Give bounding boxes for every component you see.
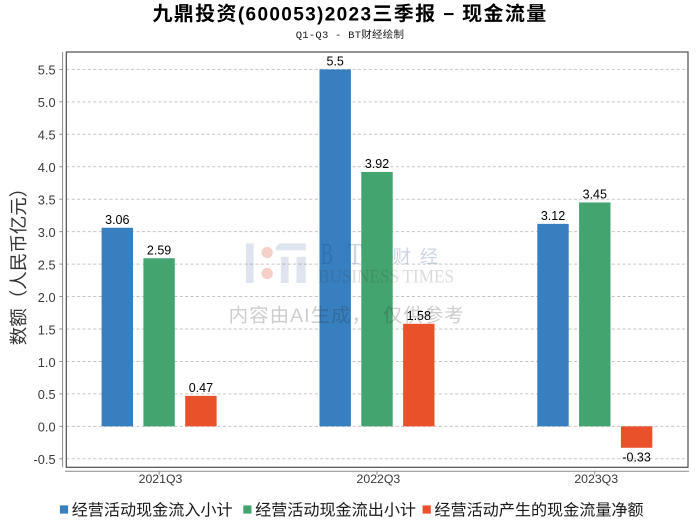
svg-text:经: 经 bbox=[420, 243, 439, 269]
svg-text:2023Q3: 2023Q3 bbox=[574, 472, 618, 486]
svg-text:九鼎投资(600053)2023三季报 − 现金流量: 九鼎投资(600053)2023三季报 − 现金流量 bbox=[152, 3, 547, 26]
svg-text:1.0: 1.0 bbox=[38, 355, 56, 370]
svg-text:1.58: 1.58 bbox=[407, 309, 431, 323]
svg-text:4.0: 4.0 bbox=[38, 160, 56, 175]
svg-text:3.12: 3.12 bbox=[541, 209, 565, 223]
svg-text:5.5: 5.5 bbox=[327, 54, 344, 68]
svg-text:数额（人民币亿元）: 数额（人民币亿元） bbox=[8, 179, 29, 346]
svg-text:B: B bbox=[321, 236, 333, 271]
svg-text:经营活动现金流入小计: 经营活动现金流入小计 bbox=[72, 501, 233, 519]
svg-text:2022Q3: 2022Q3 bbox=[357, 472, 401, 486]
svg-text:财: 财 bbox=[393, 243, 412, 269]
svg-text:5.5: 5.5 bbox=[38, 63, 56, 78]
svg-text:0.47: 0.47 bbox=[189, 381, 213, 395]
svg-text:-0.33: -0.33 bbox=[622, 451, 651, 465]
svg-text:0.5: 0.5 bbox=[38, 387, 56, 402]
svg-text:T: T bbox=[348, 236, 363, 271]
svg-text:-0.5: -0.5 bbox=[34, 452, 56, 467]
svg-text:4.5: 4.5 bbox=[38, 128, 56, 143]
svg-text:经营活动现金流出小计: 经营活动现金流出小计 bbox=[255, 501, 416, 519]
svg-text:5.0: 5.0 bbox=[38, 95, 56, 110]
svg-text:3.45: 3.45 bbox=[583, 187, 607, 201]
svg-text:内容由AI生成， 仅供参考: 内容由AI生成， 仅供参考 bbox=[229, 305, 465, 327]
svg-text:BUSINESS TIMES: BUSINESS TIMES bbox=[318, 267, 454, 288]
svg-text:0.0: 0.0 bbox=[38, 420, 56, 435]
svg-text:3.06: 3.06 bbox=[105, 213, 129, 227]
svg-text:Q1-Q3 - BT财经绘制: Q1-Q3 - BT财经绘制 bbox=[296, 29, 405, 42]
svg-text:2.0: 2.0 bbox=[38, 290, 56, 305]
svg-text:2021Q3: 2021Q3 bbox=[139, 472, 183, 486]
svg-text:2.5: 2.5 bbox=[38, 257, 56, 272]
svg-text:3.5: 3.5 bbox=[38, 193, 56, 208]
svg-text:1.5: 1.5 bbox=[38, 322, 56, 337]
svg-text:3.0: 3.0 bbox=[38, 225, 56, 240]
svg-text:2.59: 2.59 bbox=[147, 243, 171, 257]
svg-text:3.92: 3.92 bbox=[365, 157, 389, 171]
svg-text:经营活动产生的现金流量净额: 经营活动产生的现金流量净额 bbox=[434, 501, 643, 519]
